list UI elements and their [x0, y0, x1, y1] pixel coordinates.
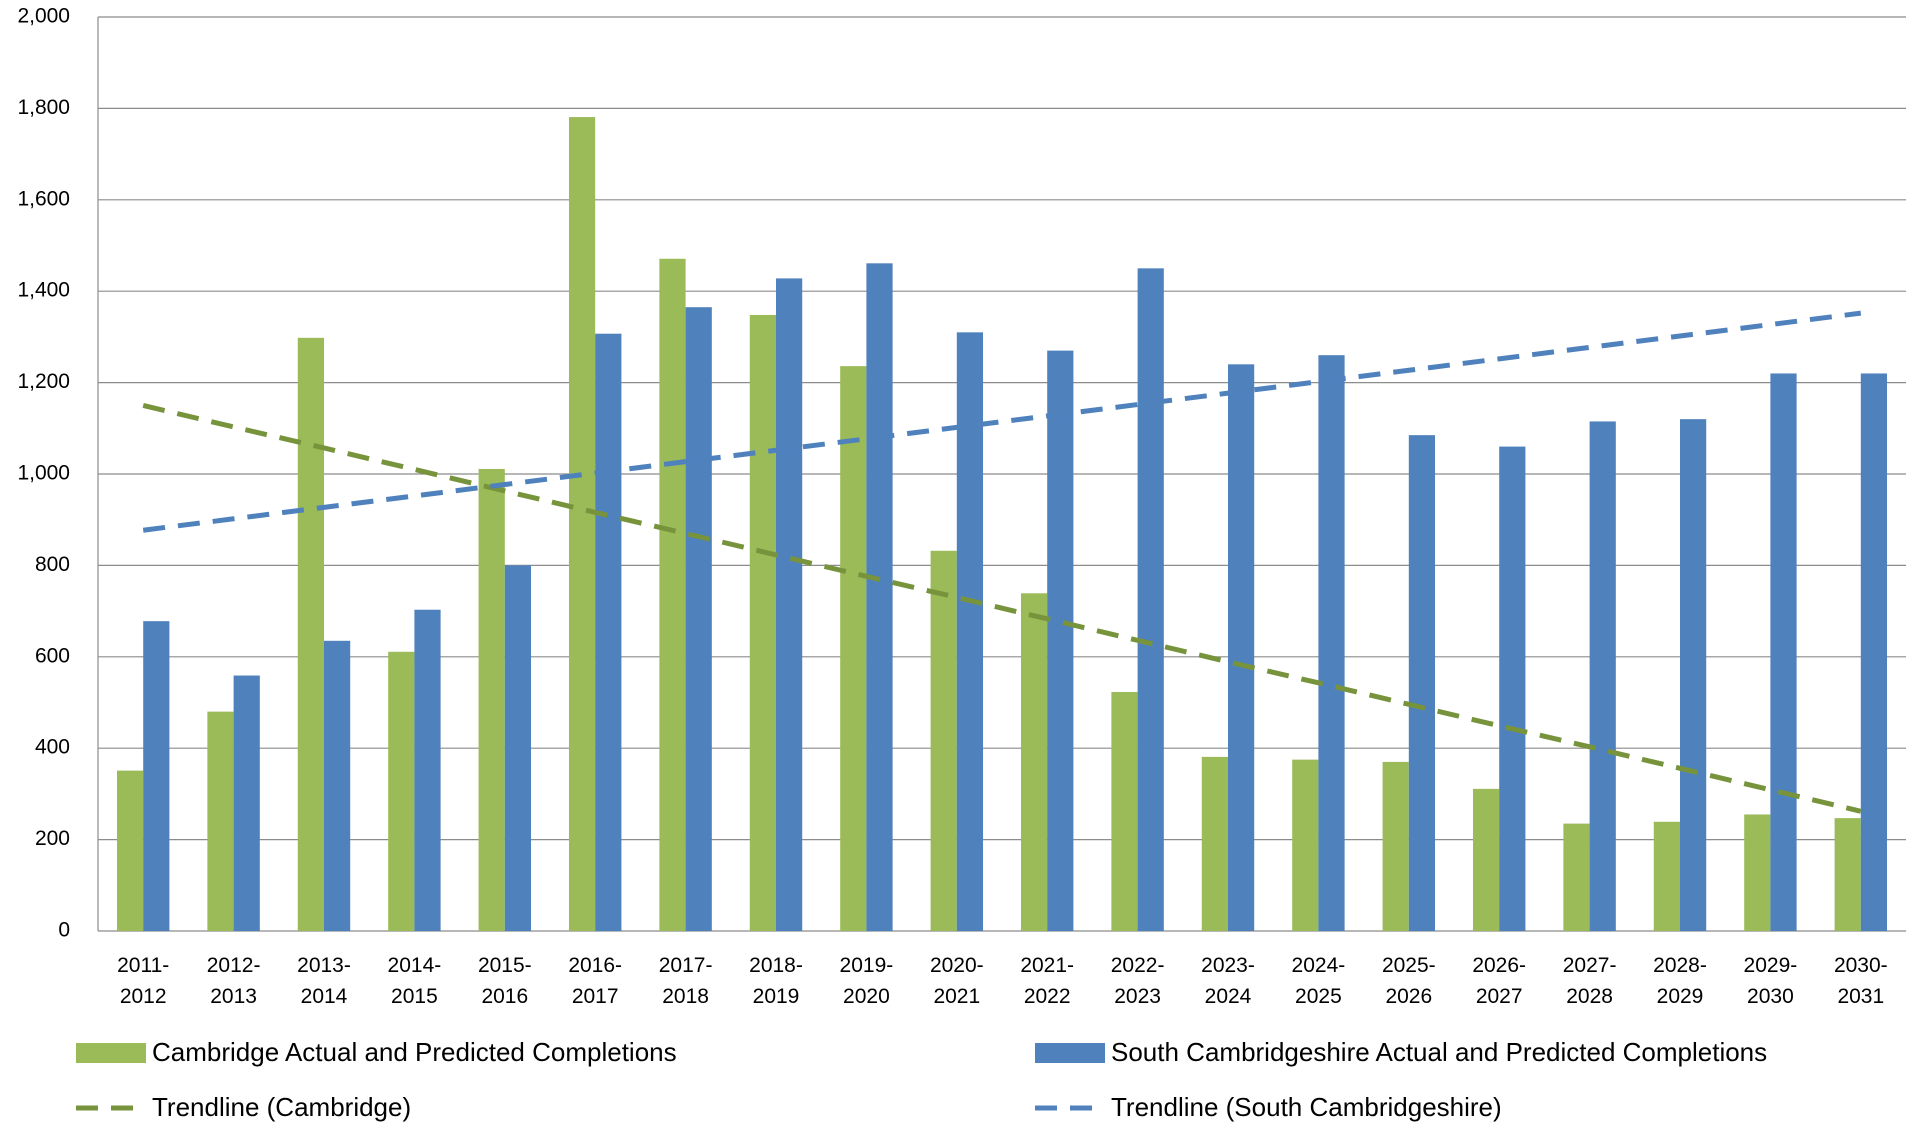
bar — [1201, 756, 1228, 931]
legend-swatch — [1035, 1043, 1105, 1063]
bar — [1860, 373, 1888, 932]
legend-swatch — [76, 1043, 146, 1063]
bar — [297, 337, 324, 932]
bar — [1382, 761, 1409, 931]
x-tick-label: 2022-2023 — [1110, 954, 1165, 1008]
bar — [504, 565, 532, 931]
x-tick-label: 2014-2015 — [387, 954, 442, 1008]
x-tick-label: 2026-2027 — [1472, 954, 1527, 1008]
trendline — [142, 310, 1862, 533]
x-tick-label: 2017-2018 — [658, 954, 713, 1008]
x-tick-label: 2029-2030 — [1743, 954, 1798, 1008]
bar — [595, 333, 622, 931]
bar — [1680, 419, 1707, 931]
bar — [956, 332, 984, 932]
y-tick-label: 400 — [35, 736, 70, 759]
bar — [1472, 788, 1500, 931]
bar — [388, 651, 415, 931]
y-tick-label: 1,400 — [17, 279, 70, 302]
x-tick-label: 2016-2017 — [568, 954, 623, 1008]
bar — [414, 609, 441, 931]
y-tick-label: 200 — [35, 827, 70, 850]
legend-label: Trendline (Cambridge) — [152, 1092, 412, 1122]
x-tick-label: 2012-2013 — [206, 954, 261, 1008]
x-tick-label: 2015-2016 — [477, 954, 532, 1008]
bar — [840, 366, 867, 931]
bar — [930, 550, 957, 931]
bar — [866, 263, 893, 931]
legend-label: Trendline (South Cambridgeshire) — [1111, 1092, 1502, 1122]
bar — [1111, 691, 1138, 931]
y-tick-label: 2,000 — [17, 5, 70, 28]
bar — [1020, 593, 1048, 931]
x-tick-label: 2023-2024 — [1201, 954, 1255, 1008]
bar — [659, 258, 686, 931]
bar — [776, 278, 803, 931]
y-tick-label: 1,200 — [17, 370, 70, 393]
x-tick-label: 2024-2025 — [1291, 954, 1346, 1008]
bar — [1499, 446, 1526, 931]
x-tick-label: 2013-2014 — [297, 954, 351, 1008]
legend-label: South Cambridgeshire Actual and Predicte… — [1111, 1037, 1768, 1067]
y-tick-label: 1,800 — [17, 96, 70, 119]
y-tick-label: 800 — [35, 553, 70, 576]
x-tick-label: 2021-2022 — [1020, 954, 1075, 1008]
x-tick-label: 2025-2026 — [1381, 954, 1436, 1008]
bar — [478, 468, 505, 931]
bar — [324, 640, 351, 931]
bar — [685, 307, 712, 931]
x-tick-label: 2020-2021 — [929, 954, 984, 1008]
bar — [116, 770, 144, 931]
x-tick-label: 2019-2020 — [839, 954, 894, 1008]
bar — [1744, 814, 1771, 931]
y-tick-label: 0 — [58, 919, 70, 942]
x-tick-label: 2030-2031 — [1833, 954, 1888, 1008]
bar — [233, 675, 260, 931]
legend-label: Cambridge Actual and Predicted Completio… — [152, 1037, 677, 1067]
bar — [1563, 823, 1590, 931]
bar — [1770, 373, 1797, 932]
bar — [1408, 435, 1436, 931]
x-tick-label: 2028-2029 — [1653, 954, 1707, 1008]
bar — [1047, 350, 1074, 931]
bar — [1653, 821, 1680, 931]
bar — [749, 314, 776, 931]
x-tick-label: 2011-2012 — [117, 954, 170, 1008]
bar — [1228, 364, 1255, 931]
x-tick-label: 2027-2028 — [1562, 954, 1617, 1008]
bar — [207, 711, 234, 931]
bar — [1318, 355, 1345, 931]
bar — [1137, 268, 1164, 932]
y-tick-label: 1,600 — [17, 187, 70, 210]
bar — [1834, 818, 1861, 931]
x-tick-label: 2018-2019 — [749, 954, 803, 1008]
bar — [1589, 421, 1616, 931]
y-tick-label: 1,000 — [17, 462, 70, 485]
bar — [1292, 759, 1319, 931]
y-tick-label: 600 — [35, 644, 70, 667]
trendline — [142, 403, 1862, 814]
bar — [143, 621, 170, 931]
bar — [568, 117, 596, 931]
